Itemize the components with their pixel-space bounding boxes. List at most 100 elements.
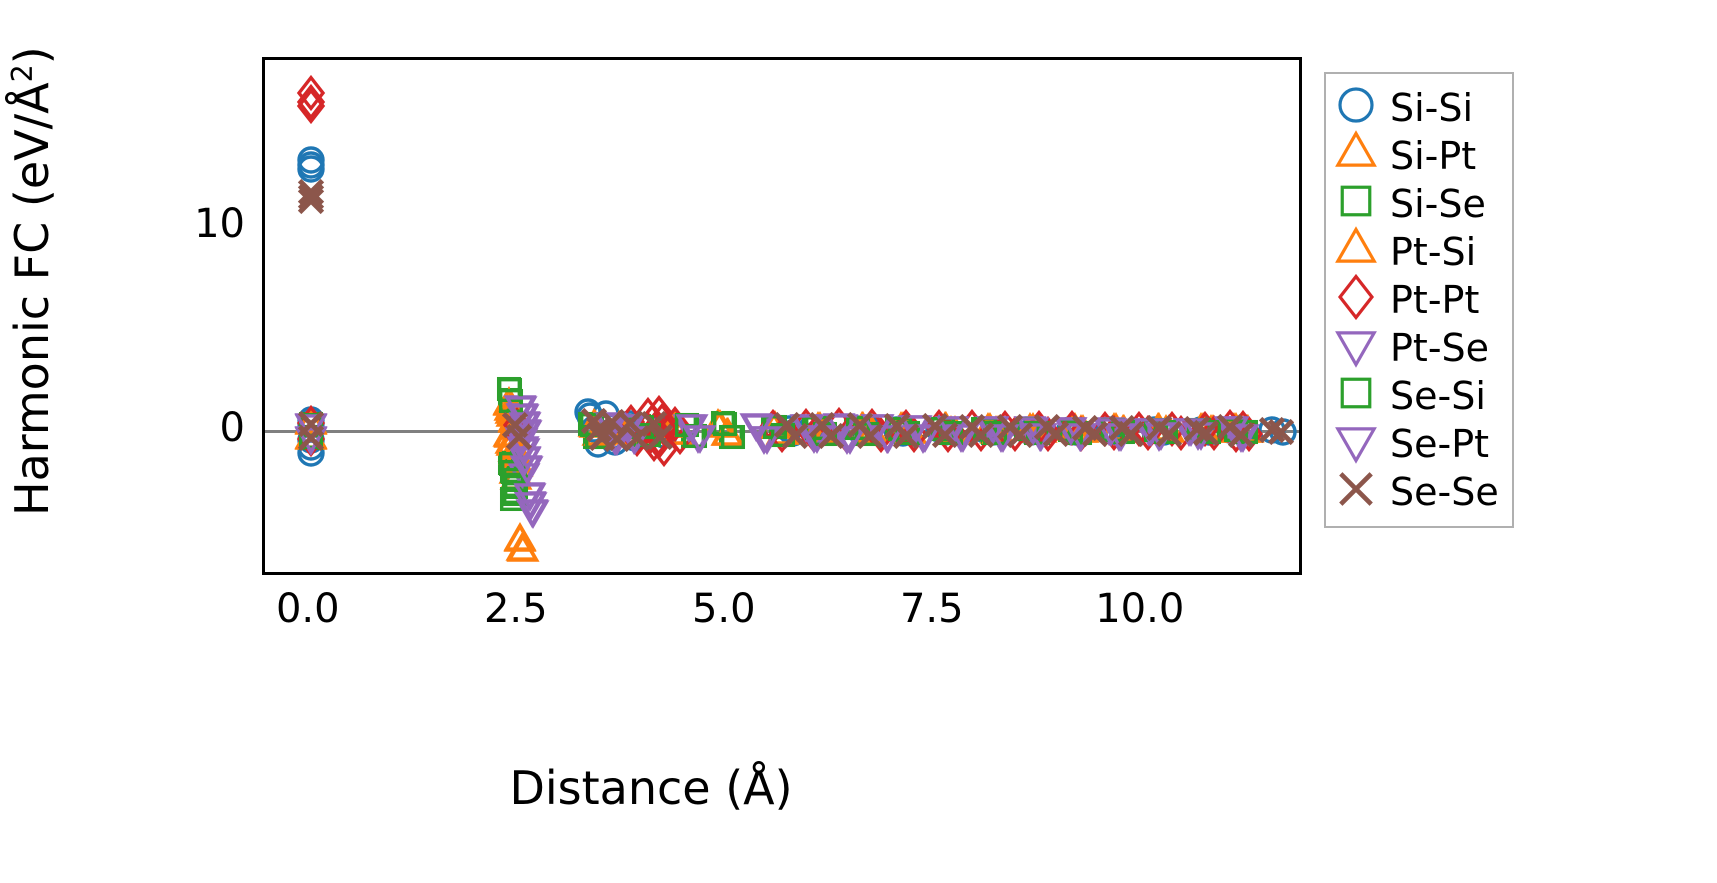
data-point-pt-se — [1132, 414, 1166, 447]
data-point-si-pt — [492, 418, 526, 451]
data-point-si-se — [850, 419, 880, 449]
data-point-pt-se — [294, 409, 328, 443]
x-tick-minor — [892, 572, 895, 575]
data-point-se-se — [1070, 413, 1100, 443]
data-point-si-se — [499, 463, 529, 493]
data-point-si-pt — [755, 410, 790, 443]
data-point-pt-se — [617, 422, 651, 456]
data-point-se-pt — [600, 423, 634, 456]
x-tick-minor-top — [850, 57, 853, 60]
legend-item-label: Si-Pt — [1390, 134, 1477, 178]
x-tick-minor-top — [600, 57, 603, 60]
data-point-se-pt — [618, 422, 652, 455]
data-point-pt-pt — [635, 419, 665, 456]
x-tick-minor — [268, 572, 271, 575]
data-point-se-si — [296, 422, 326, 452]
x-tick-minor — [392, 572, 395, 575]
data-point-pt-se — [1013, 412, 1047, 446]
data-point-se-se — [995, 412, 1025, 442]
data-point-pt-pt — [824, 406, 854, 444]
legend-item-se-si[interactable]: Se-Si — [1336, 372, 1500, 420]
data-point-pt-pt — [1099, 415, 1129, 452]
x-tick-minor-top — [808, 57, 811, 60]
data-point-si-pt — [498, 440, 532, 474]
data-point-si-si — [620, 423, 650, 453]
data-point-si-se — [495, 448, 525, 478]
triangle-down-icon — [1335, 325, 1382, 371]
data-point-si-pt — [893, 414, 927, 448]
legend-item-label: Pt-Se — [1390, 326, 1490, 370]
data-point-pt-pt — [502, 406, 532, 444]
data-point-se-se — [1226, 420, 1256, 450]
data-point-pt-se — [859, 410, 894, 444]
data-point-si-si — [296, 145, 326, 175]
data-point-se-si — [498, 457, 528, 487]
data-point-se-si — [802, 413, 832, 443]
legend-item-si-pt[interactable]: Si-Pt — [1335, 130, 1500, 180]
data-point-pt-si — [499, 443, 533, 477]
x-tick-minor-top — [1224, 57, 1227, 60]
data-point-pt-se — [509, 451, 543, 484]
data-point-si-pt — [577, 408, 611, 441]
legend-item-si-si[interactable]: Si-Si — [1336, 84, 1500, 132]
x-tick-minor — [1016, 572, 1019, 575]
data-point-pt-pt — [1234, 416, 1264, 453]
x-tick-minor — [684, 572, 687, 575]
data-point-si-si — [797, 413, 827, 443]
data-point-pt-pt — [866, 417, 896, 454]
data-point-se-pt — [1216, 412, 1250, 446]
data-point-pt-si — [665, 416, 699, 449]
data-point-pt-se — [515, 495, 549, 528]
zero-reference-line — [265, 429, 1299, 433]
data-point-si-se — [575, 409, 605, 439]
legend-item-label: Si-Si — [1390, 86, 1474, 130]
x-tick-major-top — [725, 57, 728, 60]
data-point-si-pt — [495, 397, 529, 431]
data-point-pt-pt — [1221, 417, 1251, 454]
data-point-pt-se — [672, 410, 706, 444]
legend-item-se-se[interactable]: Se-Se — [1336, 468, 1500, 516]
data-point-pt-pt — [899, 416, 929, 453]
legend-item-si-se[interactable]: Si-Se — [1336, 180, 1500, 228]
data-point-si-se — [296, 423, 326, 453]
data-point-se-se — [882, 411, 912, 441]
data-point-pt-se — [503, 391, 537, 424]
legend-item-pt-pt[interactable]: Pt-Pt — [1336, 273, 1500, 324]
legend-item-pt-si[interactable]: Pt-Si — [1335, 226, 1500, 276]
data-point-pt-pt — [639, 426, 669, 463]
data-point-si-pt — [851, 415, 885, 448]
y-tick-major — [262, 226, 265, 229]
data-point-pt-si — [658, 409, 692, 442]
data-point-pt-pt — [1215, 408, 1245, 446]
x-tick-minor — [975, 572, 978, 575]
x-tick-major — [725, 572, 728, 575]
data-point-si-pt — [934, 414, 968, 448]
data-point-se-se — [504, 422, 534, 452]
x-tick-minor-top — [434, 57, 437, 60]
data-point-si-pt — [810, 415, 844, 448]
data-point-se-pt — [986, 420, 1020, 453]
data-point-pt-si — [493, 419, 527, 452]
data-point-si-se — [1021, 418, 1051, 448]
data-point-si-si — [615, 409, 645, 439]
legend-item-se-pt[interactable]: Se-Pt — [1335, 420, 1500, 468]
data-point-se-pt — [508, 408, 542, 442]
data-point-se-se — [845, 410, 875, 440]
data-point-se-se — [1005, 420, 1035, 450]
legend-item-label: Se-Pt — [1390, 422, 1490, 466]
data-point-pt-se — [1213, 412, 1247, 446]
x-tick-major-top — [309, 57, 312, 60]
data-point-pt-se — [681, 421, 715, 455]
x-tick-major — [933, 572, 936, 575]
data-point-pt-si — [578, 409, 612, 442]
data-point-pt-se — [610, 410, 644, 444]
data-point-si-si — [296, 150, 326, 180]
data-point-pt-se — [822, 409, 856, 443]
data-point-pt-pt — [649, 430, 679, 467]
data-point-pt-si — [492, 386, 526, 420]
data-point-se-pt — [507, 434, 541, 467]
legend-item-pt-se[interactable]: Pt-Se — [1335, 324, 1500, 372]
data-point-se-pt — [791, 410, 825, 444]
data-point-se-si — [577, 410, 607, 440]
